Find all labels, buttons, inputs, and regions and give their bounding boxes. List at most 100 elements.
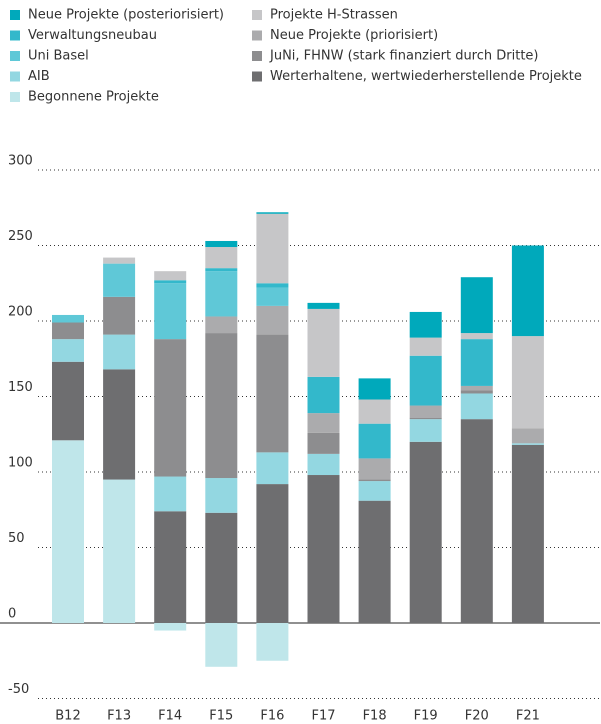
bar-segment [154,271,187,281]
y-tick-label: 250 [8,229,33,244]
bar-segment [307,453,340,476]
bar-segment [52,339,84,362]
bar-segment [154,283,187,340]
bar-segment [205,333,238,479]
legend-label: Neue Projekte (priorisiert) [270,28,438,43]
x-tick-label: F16 [260,709,284,724]
y-tick-label: 100 [8,456,33,471]
bar-segment [256,623,289,661]
y-tick-label: 200 [8,305,33,320]
bar-segment [205,268,238,272]
legend-swatch [252,10,262,20]
x-tick-label: F17 [311,709,335,724]
bar-segment [358,399,391,424]
bar-segment [409,405,442,418]
legend-label: JuNi, FHNW (stark finanziert durch Dritt… [269,49,539,64]
bar-segment [358,378,391,400]
legend-label: Projekte H-Strassen [270,8,398,23]
bar-segment [307,413,340,433]
bar-segment [460,333,493,340]
bar-segment [256,305,289,335]
bar-segment [256,212,289,214]
x-tick-label: F21 [516,709,540,724]
bar-segment [205,271,238,317]
legend-swatch [252,71,262,82]
bar-segment [103,369,136,480]
bar-segment [154,511,187,623]
bar-segment [154,476,187,512]
bar-segment [52,361,84,441]
bar-segment [460,390,493,394]
legend-swatch [10,51,20,61]
bar-segment [511,245,544,337]
y-tick-label: 50 [8,531,25,546]
bar-segment [358,458,391,480]
bar-segment [511,428,544,444]
bar-segment [307,475,340,623]
legend-swatch [252,51,262,61]
bar-segment [307,302,340,309]
bar-segment [103,334,136,370]
bar-segment [358,479,391,482]
bar-segment [103,263,136,297]
bar-segment [256,283,289,288]
bar-segment [460,385,493,391]
bar-segment [205,316,238,334]
x-tick-label: F14 [158,709,182,724]
bar-segment [103,296,136,335]
bar-segment [409,355,442,406]
bar-segment [256,484,289,623]
x-tick-label: F19 [414,709,438,724]
y-tick-label: 0 [8,607,16,622]
bar-segment [52,314,84,323]
bar-segment [52,440,84,623]
legend-label: AIB [28,69,50,84]
bar-segment [256,213,289,284]
legend-swatch [10,92,20,102]
bar-segment [409,419,442,442]
x-tick-label: F15 [209,709,233,724]
bar-segment [103,257,136,264]
bar-segment [205,240,238,248]
bar-segment [358,500,391,623]
bar-segment [205,623,238,667]
bar-segment [307,432,340,454]
bar-segment [460,277,493,334]
legend-swatch [10,10,20,20]
bar-segment [511,443,544,445]
legend-swatch [10,71,20,82]
y-tick-label: 150 [8,380,33,395]
bar-segment [409,311,442,338]
x-tick-label: F20 [465,709,489,724]
bar-segment [358,423,391,459]
bar-segment [358,481,391,501]
legend-label: Verwaltungsneubau [28,28,157,43]
legend-label: Uni Basel [28,49,89,64]
bar-segment [460,339,493,386]
bar-segment [205,512,238,623]
legend-label: Werterhaltene, wertwiederherstellende Pr… [270,69,582,84]
bar-segment [256,452,289,485]
bar-segment [256,287,289,306]
y-tick-label: -50 [8,682,29,697]
bar-segment [154,339,187,477]
bar-segment [511,336,544,429]
legend-swatch [252,30,262,41]
legend-swatch [10,30,20,41]
bar-segment [460,393,493,420]
legend-label: Begonnene Projekte [28,90,159,105]
bar-segment [511,444,544,623]
bar-segment [307,308,340,377]
bar-segment [409,441,442,623]
legend-label: Neue Projekte (posteriorisiert) [28,8,224,23]
bar-segment [205,478,238,513]
x-tick-label: F13 [107,709,131,724]
x-tick-label: B12 [55,709,80,724]
bar-segment [205,247,238,269]
bar-segment [154,280,187,284]
bar-segment [256,334,289,453]
y-tick-label: 300 [8,154,33,169]
bar-segment [154,623,187,631]
bar-segment [409,417,442,420]
